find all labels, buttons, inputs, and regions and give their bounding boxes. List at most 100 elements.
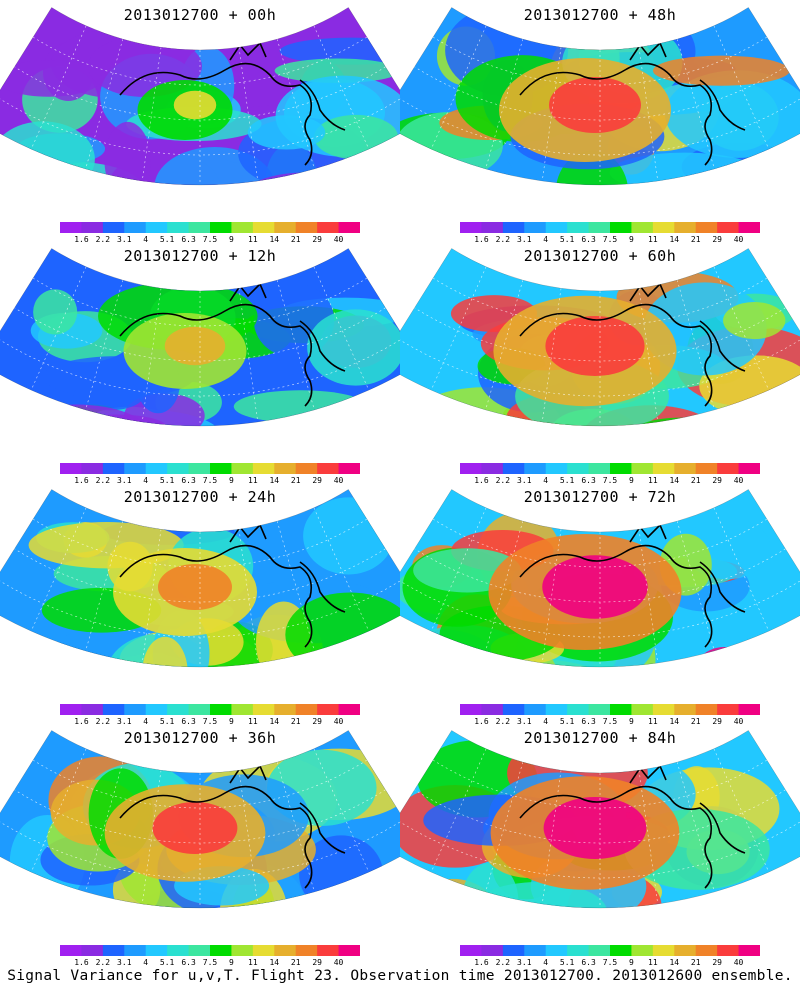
color-scale-bar <box>460 222 760 233</box>
color-scale-swatch <box>188 945 211 956</box>
color-scale-swatch <box>274 704 297 715</box>
color-scale-tick-label: 11 <box>648 235 658 244</box>
color-scale-swatch <box>102 222 125 233</box>
color-scale-tick-label: 5.1 <box>559 717 575 726</box>
color-scale-labels: 1.6 2.2 3.1 4 5.1 6.3 7.5 9 11 14 21 29 40 <box>460 476 760 488</box>
color-scale-tick-label: 29 <box>712 476 722 485</box>
color-scale-swatch <box>524 222 547 233</box>
color-scale-swatch <box>167 463 190 474</box>
color-scale-tick-label: 4 <box>143 235 149 244</box>
panel-title: 2013012700 + 00h <box>123 6 277 24</box>
map-panel: 2013012700 + 84h 1.6 2.2 3.1 4 5.1 6.3 7.5 9 11 14… <box>400 723 800 968</box>
color-scale-swatch <box>588 222 611 233</box>
panel-title: 2013012700 + 84h <box>523 729 677 747</box>
color-scale-tick-label: 9 <box>629 476 634 485</box>
color-scale-tick-label: 11 <box>648 717 658 726</box>
color-scale-tick-label: 9 <box>629 958 634 967</box>
color-scale-tick-label: 21 <box>690 476 701 485</box>
color-scale-swatch <box>295 945 318 956</box>
color-scale-swatch <box>252 222 275 233</box>
color-scale-tick-label: 21 <box>690 717 701 726</box>
color-scale-tick-label: 4 <box>143 958 149 967</box>
color-scale-tick-label: 2.2 <box>95 958 111 967</box>
color-scale-swatch <box>167 945 190 956</box>
color-scale-swatch <box>717 463 740 474</box>
color-scale-swatch <box>545 222 568 233</box>
color-scale-tick-label: 7.5 <box>202 958 218 967</box>
color-scale-swatch <box>338 222 360 233</box>
color-scale-tick-label: 4 <box>543 958 549 967</box>
color-scale-swatch <box>81 945 104 956</box>
color-scale-swatch <box>124 463 147 474</box>
color-scale-tick-label: 3.1 <box>117 235 132 244</box>
color-scale-tick-label: 3.1 <box>517 476 532 485</box>
color-scale-tick-label: 1.6 <box>474 958 489 967</box>
color-scale-tick-label: 5.1 <box>559 958 575 967</box>
color-scale-swatch <box>252 945 275 956</box>
color-scale-tick-label: 3.1 <box>117 717 132 726</box>
map-panel: 2013012700 + 12h 1.6 2.2 3.1 4 5.1 6.3 7.5 9 11 14… <box>0 241 400 486</box>
color-scale-swatch <box>124 945 147 956</box>
color-scale-tick-label: 5.1 <box>159 717 175 726</box>
color-scale-tick-label: 29 <box>712 235 722 244</box>
color-scale-tick-label: 40 <box>333 235 344 244</box>
variance-map <box>0 248 400 427</box>
map-panel: 2013012700 + 36h 1.6 2.2 3.1 4 5.1 6.3 7.5 9 11 14… <box>0 723 400 968</box>
color-scale-tick-label: 4 <box>543 235 549 244</box>
panel-title: 2013012700 + 12h <box>123 247 277 265</box>
color-scale-swatch <box>502 945 525 956</box>
color-scale-swatch <box>481 463 504 474</box>
color-scale-swatch <box>338 463 360 474</box>
color-scale-bar <box>460 704 760 715</box>
color-scale-swatch <box>252 704 275 715</box>
color-scale-swatch <box>124 704 147 715</box>
color-scale-swatch <box>567 704 590 715</box>
color-scale-swatch <box>588 945 611 956</box>
color-scale-swatch <box>695 222 718 233</box>
color-scale-tick-label: 40 <box>733 476 744 485</box>
color-scale-swatch <box>524 945 547 956</box>
color-scale-tick-label: 21 <box>690 958 701 967</box>
variance-map <box>400 489 800 668</box>
color-scale-swatch <box>717 945 740 956</box>
color-scale-tick-label: 2.2 <box>495 958 511 967</box>
color-scale-tick-label: 6.3 <box>581 235 596 244</box>
color-scale-swatch <box>610 704 632 715</box>
color-scale-tick-label: 1.6 <box>74 717 89 726</box>
color-scale-swatch <box>317 463 340 474</box>
color-scale-swatch <box>717 222 740 233</box>
color-scale-tick-label: 3.1 <box>517 235 532 244</box>
color-scale-swatch <box>502 463 525 474</box>
color-scale-tick-label: 9 <box>229 235 234 244</box>
color-scale-tick-label: 9 <box>229 476 234 485</box>
map-panel: 2013012700 + 24h 1.6 2.2 3.1 4 5.1 6.3 7.5 9 11 14… <box>0 482 400 727</box>
color-scale-tick-label: 11 <box>248 717 258 726</box>
color-scale-tick-label: 11 <box>648 958 658 967</box>
color-scale-swatch <box>652 463 675 474</box>
color-scale-swatch <box>81 222 104 233</box>
color-scale-tick-label: 2.2 <box>495 717 511 726</box>
color-scale-swatch <box>167 704 190 715</box>
color-scale-tick-label: 11 <box>248 958 258 967</box>
color-scale-swatch <box>338 704 360 715</box>
color-scale-tick-label: 3.1 <box>517 717 532 726</box>
color-scale-swatch <box>631 945 654 956</box>
color-scale-swatch <box>274 945 297 956</box>
panel-title: 2013012700 + 36h <box>123 729 277 747</box>
color-scale-tick-label: 14 <box>269 235 280 244</box>
color-scale-tick-label: 7.5 <box>202 235 218 244</box>
color-scale-swatch <box>60 704 82 715</box>
variance-map <box>400 730 800 909</box>
color-scale-swatch <box>695 463 718 474</box>
color-scale-swatch <box>460 463 482 474</box>
figure-caption: Signal Variance for u,v,T. Flight 23. Ob… <box>7 968 793 984</box>
color-scale-swatch <box>652 222 675 233</box>
color-scale-swatch <box>460 222 482 233</box>
color-scale-tick-label: 14 <box>269 476 280 485</box>
color-scale-tick-label: 40 <box>733 717 744 726</box>
color-scale-tick-label: 1.6 <box>474 476 489 485</box>
map-panel: 2013012700 + 72h 1.6 2.2 3.1 4 5.1 6.3 7.5 9 11 14… <box>400 482 800 727</box>
color-scale-swatch <box>102 945 125 956</box>
color-scale-swatch <box>738 463 760 474</box>
